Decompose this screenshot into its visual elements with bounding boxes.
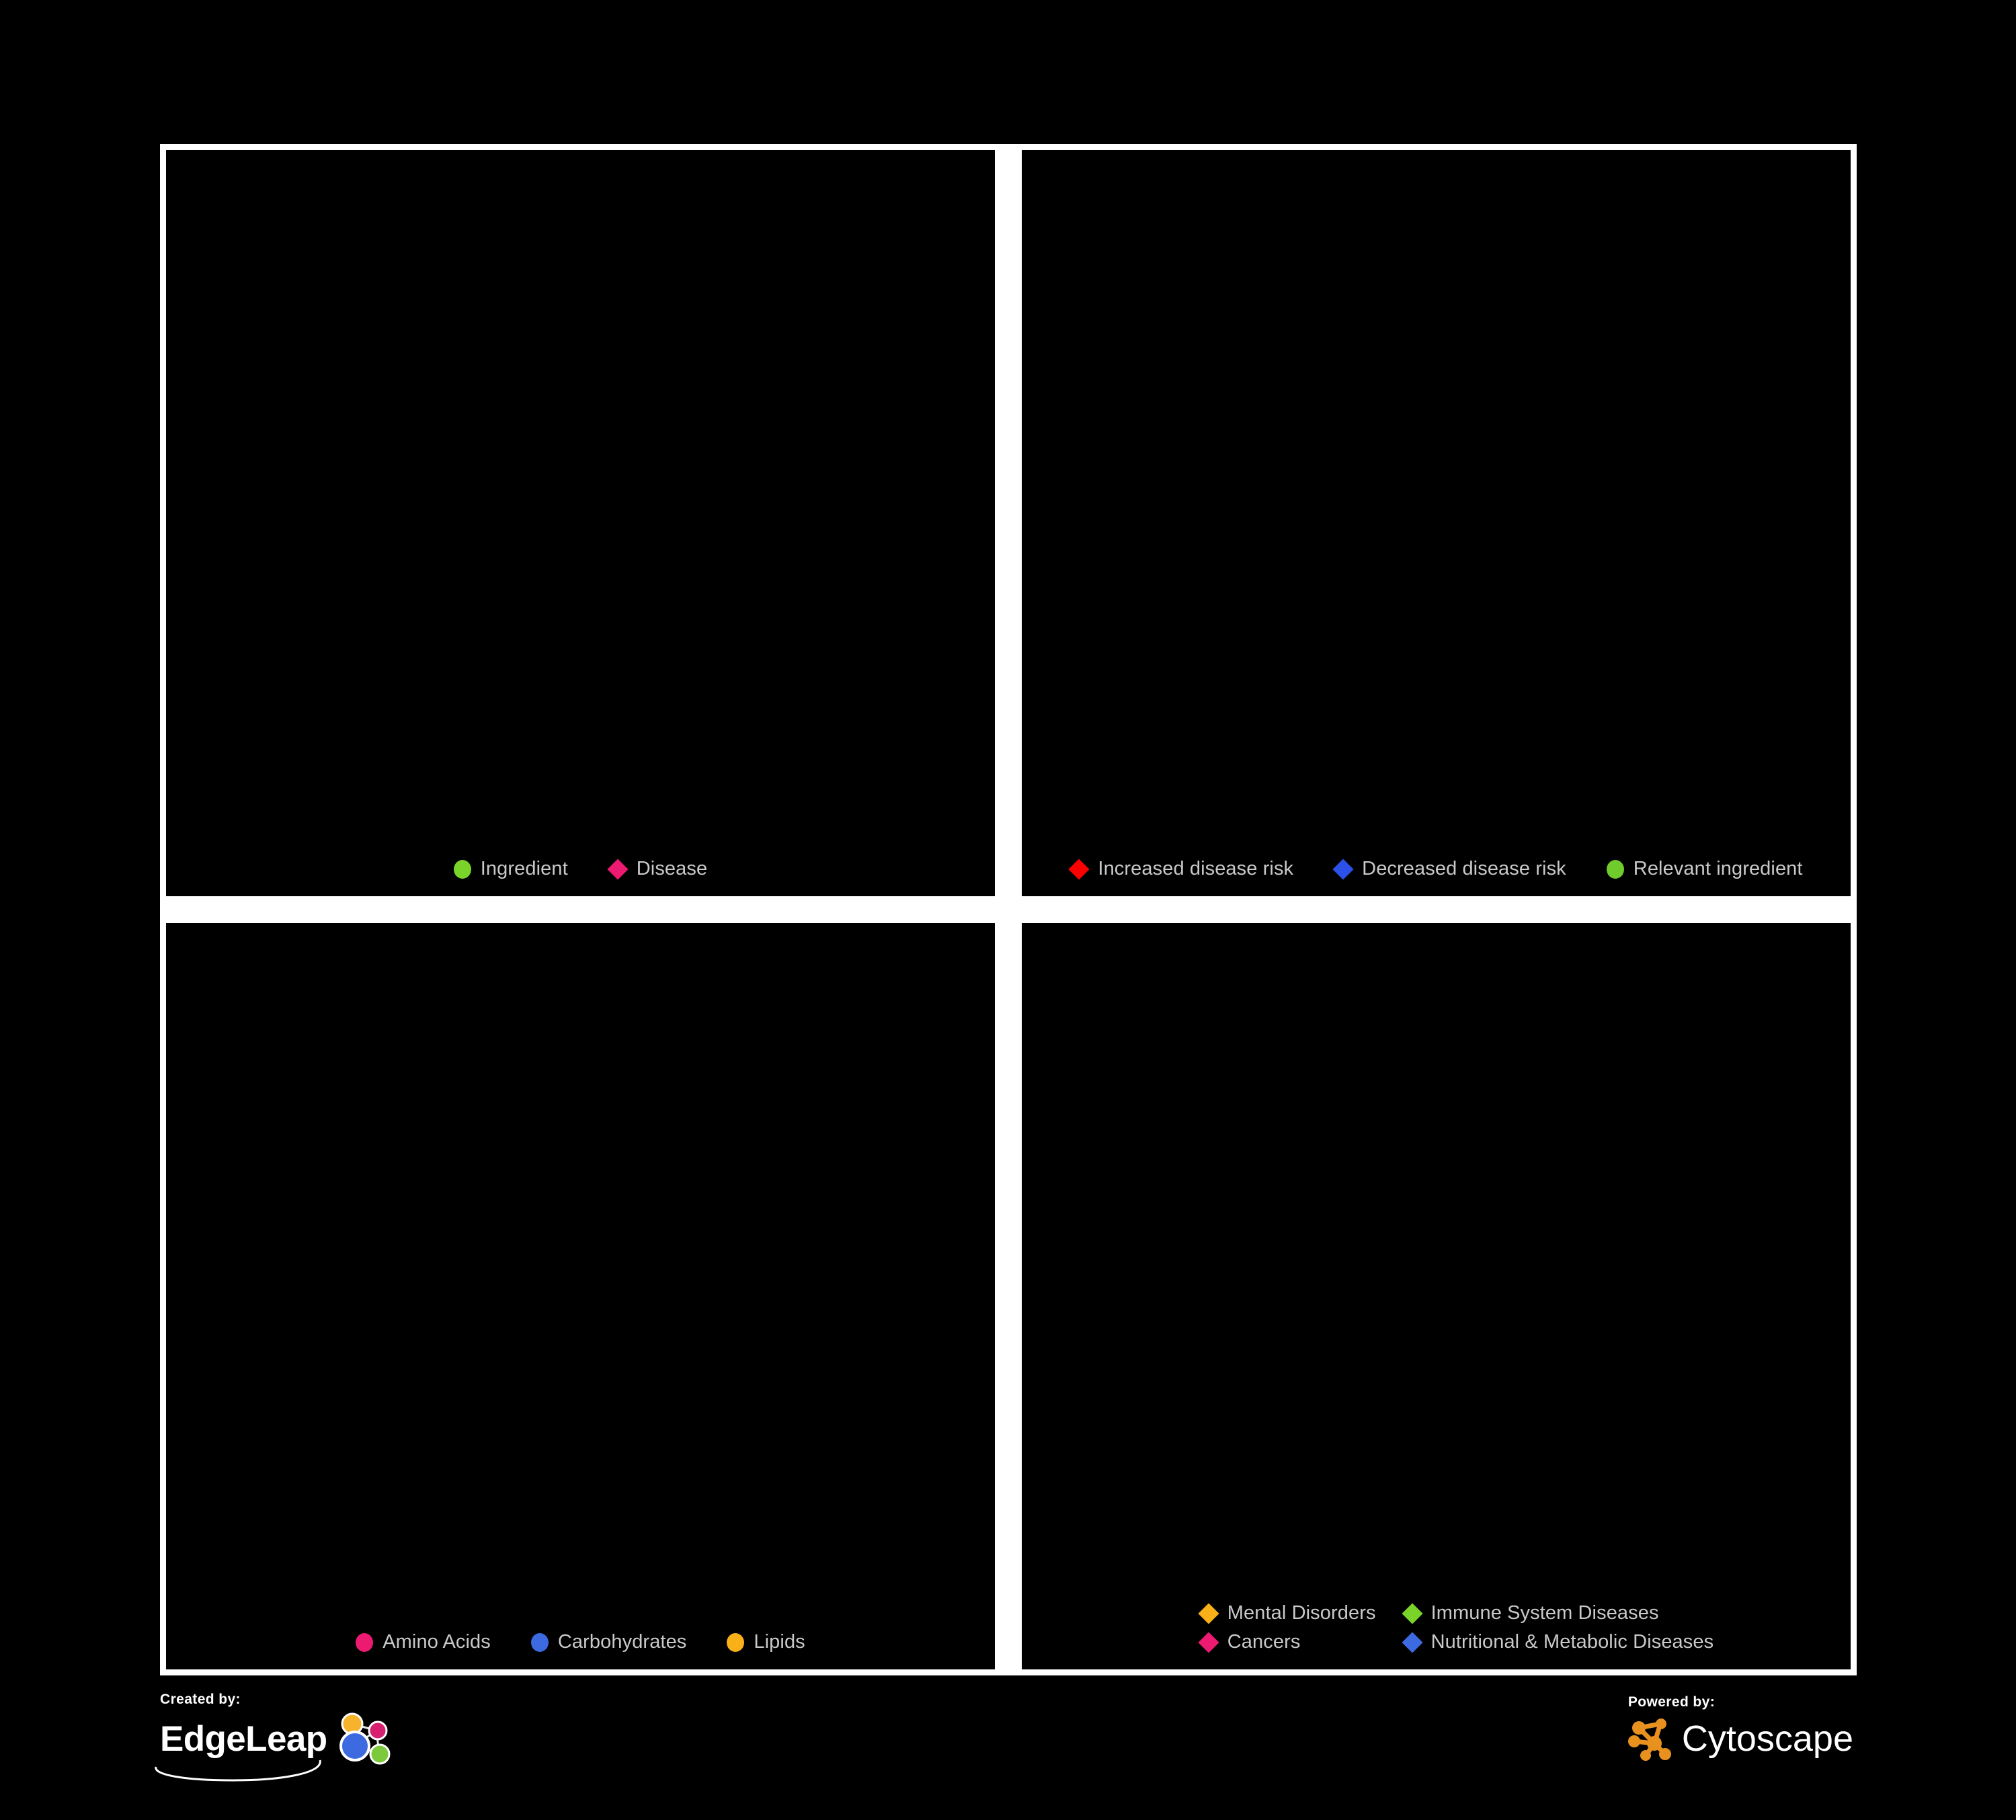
panel-ingredient-class[interactable]: Amino Acids Carbohydrates Lipids (160, 917, 1001, 1675)
edgeleap-logo-row: EdgeLeap (160, 1710, 394, 1767)
network-figure-grid: Ingredient Disease Increased disease ris… (160, 144, 1857, 1675)
created-by-kicker: Created by: (160, 1692, 241, 1707)
edgeleap-wordmark: EdgeLeap (160, 1718, 327, 1759)
panel-ingredient-disease[interactable]: Ingredient Disease (160, 144, 1001, 902)
network-canvas-disease-risk[interactable] (1022, 150, 1851, 896)
powered-by-cytoscape-brand: Powered by: Cytoscape (1625, 1694, 1853, 1764)
figure-footer: Created by: EdgeLeap Powered by: (155, 1685, 1856, 1792)
panel-disease-risk[interactable]: Increased disease risk Decreased disease… (1016, 144, 1857, 902)
cytoscape-icon (1627, 1718, 1671, 1761)
network-canvas-disease-class[interactable] (1022, 923, 1851, 1669)
powered-by-kicker: Powered by: (1627, 1694, 1716, 1710)
cytoscape-wordmark: Cytoscape (1681, 1718, 1853, 1759)
edgeleap-swoosh-icon (155, 1759, 321, 1782)
cytoscape-logo-row: Cytoscape (1625, 1713, 1853, 1764)
panel-disease-class[interactable]: Mental Disorders Immune System Diseases … (1016, 917, 1857, 1675)
edgeleap-node-graph-icon (339, 1712, 391, 1765)
network-canvas-ingredient-disease[interactable] (166, 150, 995, 896)
network-canvas-ingredient-class[interactable] (166, 923, 995, 1669)
created-by-edgeleap-brand: Created by: EdgeLeap (155, 1692, 394, 1782)
